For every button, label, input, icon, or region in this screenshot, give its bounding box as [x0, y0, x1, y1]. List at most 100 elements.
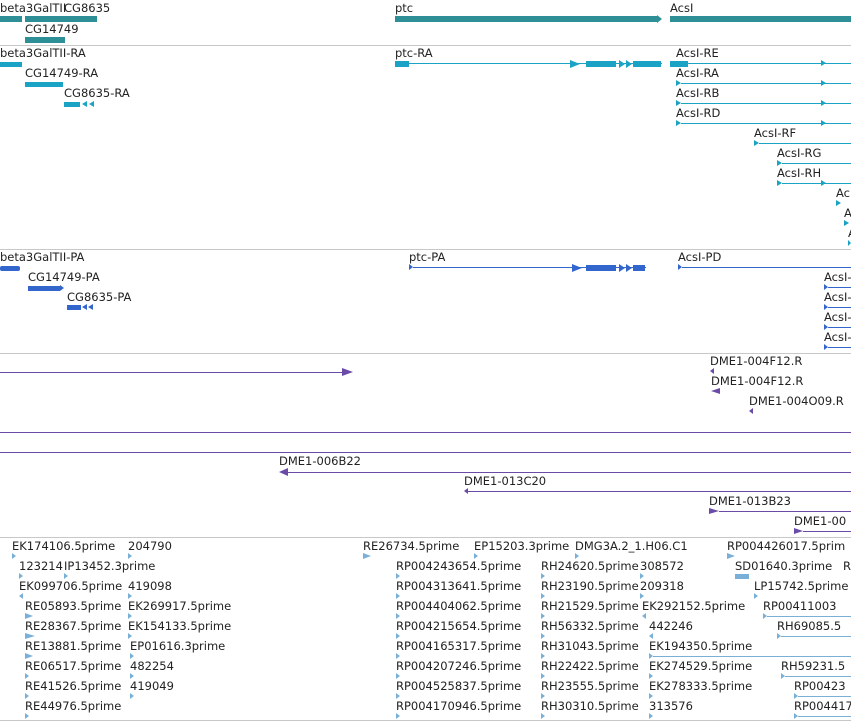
feature-label[interactable]: IP13452.3prime: [64, 559, 156, 573]
gene-bar[interactable]: [395, 16, 657, 22]
feature-label[interactable]: RP004207246.5prime: [396, 659, 522, 673]
feature-label[interactable]: RE41526.5prime: [25, 679, 122, 693]
feature-label[interactable]: EK154133.5prime: [128, 619, 232, 633]
feature-label[interactable]: 204790: [128, 539, 172, 553]
feature-label[interactable]: DME1-006B22: [279, 454, 361, 468]
feature-label[interactable]: RP004170946.5prime: [396, 699, 522, 713]
feature-label[interactable]: RE44976.5prime: [25, 699, 122, 713]
feature-label[interactable]: AcsI-RA: [676, 66, 719, 80]
feature-label[interactable]: RP004426017.5prim: [727, 539, 846, 553]
feature-label[interactable]: A: [848, 227, 851, 240]
est-line[interactable]: [798, 696, 851, 697]
feature-label[interactable]: DME1-013C20: [464, 474, 547, 488]
transcript-bar[interactable]: [586, 61, 616, 67]
feature-label[interactable]: ptc: [395, 1, 414, 15]
feature-label[interactable]: EK274529.5prime: [649, 659, 753, 673]
feature-label[interactable]: DME1-004F12.R: [711, 374, 804, 388]
feature-label[interactable]: LP15742.5prime: [754, 579, 849, 593]
feature-label[interactable]: DMG3A.2_1.H06.C1: [575, 539, 688, 553]
feature-label[interactable]: CG14749-PA: [28, 270, 100, 284]
feature-label[interactable]: RE05893.5prime: [25, 599, 122, 613]
feature-label[interactable]: RH56332.5prime: [541, 619, 639, 633]
transcript-bar[interactable]: [670, 61, 688, 67]
feature-label[interactable]: RE28367.5prime: [25, 619, 122, 633]
feature-label[interactable]: EK292152.5prime: [642, 599, 746, 613]
clone-line[interactable]: [0, 452, 851, 453]
feature-label[interactable]: ptc-RA: [395, 46, 433, 60]
feature-label[interactable]: 313576: [649, 699, 693, 713]
feature-label[interactable]: RH21529.5prime: [541, 599, 639, 613]
feature-label[interactable]: beta3GalTII-PA: [0, 250, 85, 264]
feature-label[interactable]: DME1-004O09.R: [749, 394, 844, 408]
feature-label[interactable]: EK099706.5prime: [19, 579, 123, 593]
protein-bar[interactable]: [67, 305, 81, 310]
feature-label[interactable]: RE06517.5prime: [25, 659, 122, 673]
feature-label[interactable]: ptc-PA: [409, 250, 446, 264]
feature-label[interactable]: R: [843, 559, 851, 573]
feature-label[interactable]: AcsI-: [824, 270, 851, 284]
feature-label[interactable]: DME1-004F12.R: [710, 354, 803, 368]
gene-bar[interactable]: [670, 16, 851, 22]
est-bar[interactable]: [735, 574, 749, 579]
feature-label[interactable]: CG8635: [64, 1, 111, 15]
feature-label[interactable]: RH30310.5prime: [541, 699, 639, 713]
feature-label[interactable]: AcsI: [670, 1, 694, 15]
transcript-bar[interactable]: [395, 61, 409, 67]
feature-label[interactable]: EP15203.3prime: [474, 539, 570, 553]
feature-label[interactable]: RP004243654.5prime: [396, 559, 522, 573]
est-line[interactable]: [785, 676, 851, 677]
est-line[interactable]: [767, 616, 851, 617]
feature-label[interactable]: 209318: [640, 579, 684, 593]
protein-bar[interactable]: [28, 286, 60, 291]
feature-label[interactable]: 419049: [130, 679, 174, 693]
feature-label[interactable]: 482254: [130, 659, 174, 673]
feature-label[interactable]: 308572: [640, 559, 684, 573]
feature-label[interactable]: AcsI-RD: [676, 106, 721, 120]
feature-label[interactable]: RE13881.5prime: [25, 639, 122, 653]
clone-line[interactable]: [0, 432, 851, 433]
feature-label[interactable]: beta3GalTII: [0, 1, 67, 15]
feature-label[interactable]: EK194350.5prime: [649, 639, 753, 653]
transcript-bar[interactable]: [25, 82, 63, 87]
feature-label[interactable]: RP004525837.5prime: [396, 679, 522, 693]
feature-label[interactable]: RP00423: [794, 679, 846, 693]
feature-label[interactable]: 419098: [128, 579, 172, 593]
gene-bar[interactable]: [25, 37, 65, 43]
feature-label[interactable]: 442246: [649, 619, 693, 633]
feature-label[interactable]: RP004313641.5prime: [396, 579, 522, 593]
transcript-bar[interactable]: [64, 102, 80, 107]
clone-line[interactable]: [803, 531, 851, 532]
feature-label[interactable]: RP004417: [794, 699, 851, 713]
gene-bar[interactable]: [0, 16, 22, 22]
est-line[interactable]: [781, 636, 851, 637]
feature-label[interactable]: AcsI-: [824, 330, 851, 344]
protein-bar[interactable]: [0, 266, 20, 271]
feature-label[interactable]: RE26734.5prime: [363, 539, 460, 553]
protein-bar[interactable]: [633, 265, 645, 271]
feature-label[interactable]: RP004165317.5prime: [396, 639, 522, 653]
feature-label[interactable]: DME1-00: [794, 514, 847, 528]
feature-label[interactable]: AcsI-PD: [678, 250, 722, 264]
feature-label[interactable]: AcsI-RF: [754, 126, 797, 140]
feature-label[interactable]: RH59231.5: [781, 659, 846, 673]
feature-label[interactable]: RH69085.5: [777, 619, 842, 633]
feature-label[interactable]: A: [844, 206, 851, 220]
feature-label[interactable]: CG14749-RA: [25, 66, 99, 80]
feature-label[interactable]: RH22422.5prime: [541, 659, 639, 673]
clone-line[interactable]: [468, 491, 851, 492]
feature-label[interactable]: RH31043.5prime: [541, 639, 639, 653]
feature-label[interactable]: beta3GalTII-RA: [0, 46, 86, 60]
feature-label[interactable]: AcsI-: [824, 310, 851, 324]
feature-label[interactable]: RP00411003: [763, 599, 837, 613]
feature-label[interactable]: AcsI-RG: [777, 146, 822, 160]
feature-label[interactable]: AcsI-RE: [676, 46, 719, 60]
feature-label[interactable]: CG14749: [25, 22, 79, 36]
transcript-bar[interactable]: [0, 62, 22, 67]
feature-label[interactable]: Ac: [836, 186, 850, 200]
clone-line[interactable]: [0, 372, 342, 373]
feature-label[interactable]: CG8635-PA: [67, 290, 132, 304]
feature-label[interactable]: RH23555.5prime: [541, 679, 639, 693]
feature-label[interactable]: EK174106.5prime: [12, 539, 116, 553]
feature-label[interactable]: DME1-013B23: [709, 494, 791, 508]
feature-label[interactable]: AcsI-: [824, 290, 851, 304]
